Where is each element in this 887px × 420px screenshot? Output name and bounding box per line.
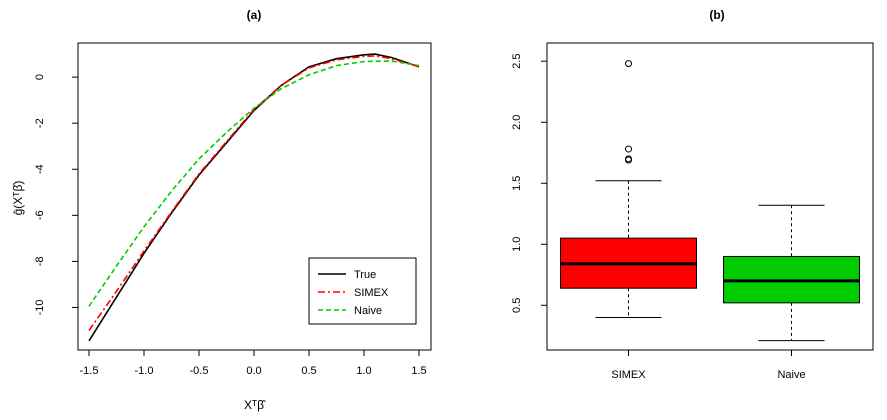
- x-tick-label: Naive: [777, 369, 805, 381]
- y-tick-label: -10: [34, 299, 46, 315]
- panel-a-y-axis: -10 -8 -6 -4 -2 0: [34, 74, 79, 315]
- y-tick-label: -4: [34, 164, 46, 174]
- panel-a-x-label: Xᵀβ̂: [244, 398, 266, 412]
- y-tick-label: -2: [34, 118, 46, 128]
- legend-label-true: True: [354, 269, 376, 281]
- outlier-point: [625, 155, 632, 163]
- y-tick-label: 2.0: [511, 115, 523, 130]
- y-tick-label: 2.5: [511, 54, 523, 69]
- x-tick-label: -0.5: [190, 365, 209, 377]
- x-tick-label: 1.5: [411, 365, 426, 377]
- panel-b-frame: [546, 42, 874, 351]
- panel-a-series: [88, 53, 420, 342]
- panel-b-y-axis: 0.5 1.0 1.5 2.0 2.5: [511, 54, 548, 313]
- box-simex: [560, 60, 697, 318]
- y-tick-label: 1.0: [511, 237, 523, 252]
- legend-box: [308, 257, 417, 325]
- y-tick-label: 1.5: [511, 176, 523, 191]
- outlier-point: [625, 145, 632, 153]
- panel-a-y-label: ĝ(Xᵀβ̂): [11, 181, 25, 216]
- y-tick-label: 0: [34, 74, 46, 80]
- panel-a-x-axis: -1.5 -1.0 -0.5 0.0 0.5 1.0 1.5: [80, 349, 427, 377]
- x-tick-label: 1.0: [356, 365, 371, 377]
- panel-b-boxes: [560, 60, 860, 342]
- outlier-point: [625, 60, 632, 68]
- box-naive: [723, 204, 860, 342]
- series-line-naive: [88, 60, 420, 307]
- series-line-simex: [88, 55, 420, 331]
- x-tick-label: -1.5: [80, 365, 99, 377]
- x-tick-label: 0.0: [246, 365, 261, 377]
- x-tick-label: 0.5: [301, 365, 316, 377]
- y-tick-label: -6: [34, 210, 46, 220]
- panel-b-title: (b): [709, 8, 724, 22]
- panel-a-legend: True SIMEX Naive: [308, 257, 417, 325]
- panel-b: (b) 0.5 1.0 1.5 2.0 2.5 SIMEX Naive: [511, 8, 874, 381]
- x-tick-label: SIMEX: [611, 369, 646, 381]
- panel-a-title: (a): [247, 8, 262, 22]
- legend-label-simex: SIMEX: [354, 287, 389, 299]
- panel-a: (a) -1.5 -1.0 -0.5 0.0 0.5 1.0 1.5 -10 -8 -6 -4 -2…: [11, 8, 432, 412]
- panel-b-x-axis: SIMEX Naive: [611, 350, 806, 381]
- y-tick-label: -8: [34, 256, 46, 266]
- x-tick-label: -1.0: [135, 365, 154, 377]
- y-tick-label: 0.5: [511, 298, 523, 313]
- legend-label-naive: Naive: [354, 305, 382, 317]
